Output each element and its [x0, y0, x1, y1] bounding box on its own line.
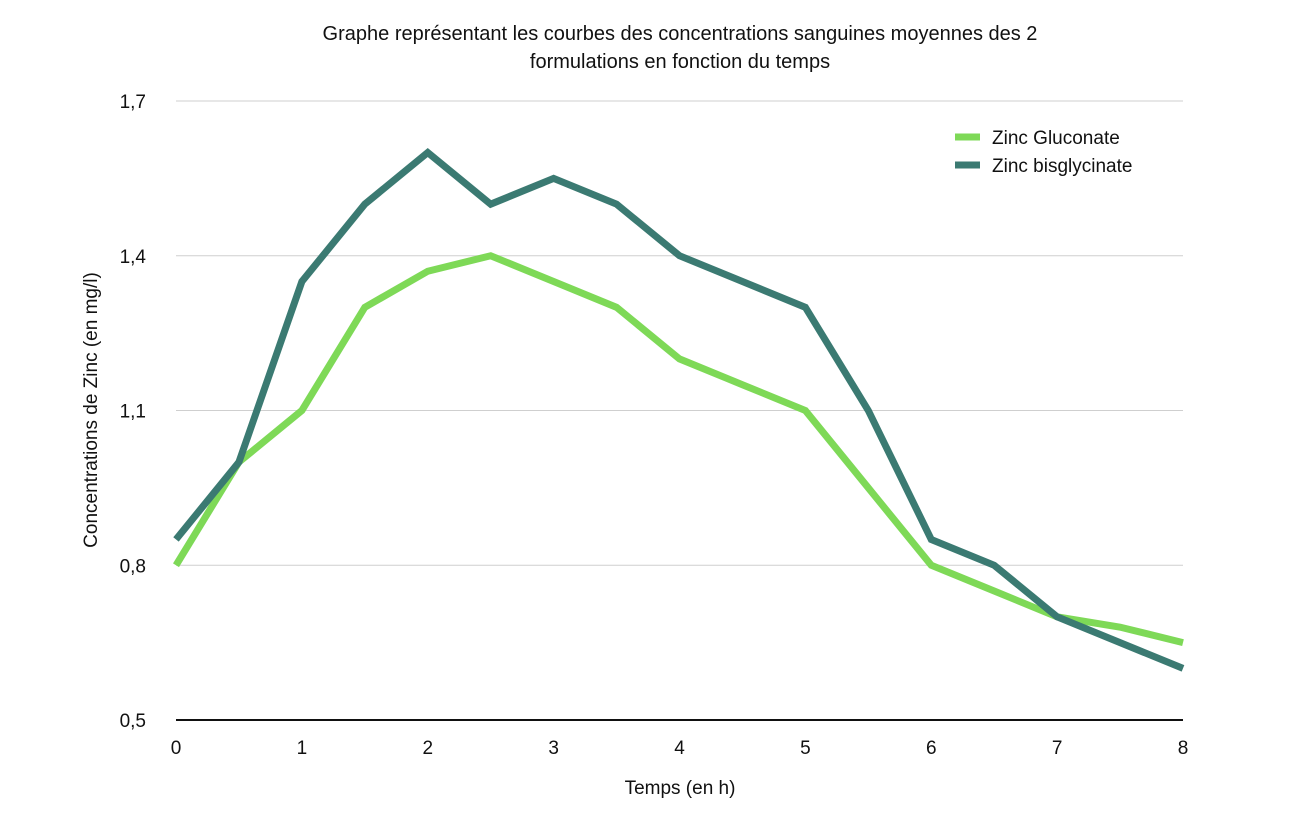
chart-title-line-2: formulations en fonction du temps — [530, 51, 830, 73]
series-line-0 — [173, 252, 1184, 647]
chart-title-line-1: Graphe représentant les courbes des conc… — [323, 23, 1038, 45]
y-tick-label: 0,5 — [120, 711, 146, 732]
x-tick-label: 1 — [297, 738, 308, 759]
x-tick-label: 2 — [422, 738, 433, 759]
y-tick-label: 1,4 — [120, 247, 147, 268]
legend-label: Zinc bisglycinate — [992, 156, 1132, 177]
series-line-1 — [173, 148, 1185, 672]
x-tick-label: 5 — [800, 738, 811, 759]
x-tick-label: 3 — [548, 738, 559, 759]
y-axis-label: Concentrations de Zinc (en mg/l) — [81, 272, 102, 548]
x-tick-label: 8 — [1178, 738, 1189, 759]
x-tick-label: 0 — [171, 738, 182, 759]
x-tick-label: 4 — [674, 738, 685, 759]
y-tick-label: 0,8 — [120, 556, 146, 577]
x-tick-label: 6 — [926, 738, 937, 759]
x-axis-label: Temps (en h) — [625, 778, 736, 799]
y-tick-label: 1,7 — [120, 92, 146, 113]
x-tick-label: 7 — [1052, 738, 1063, 759]
y-tick-label: 1,1 — [120, 402, 146, 423]
legend-label: Zinc Gluconate — [992, 128, 1120, 149]
